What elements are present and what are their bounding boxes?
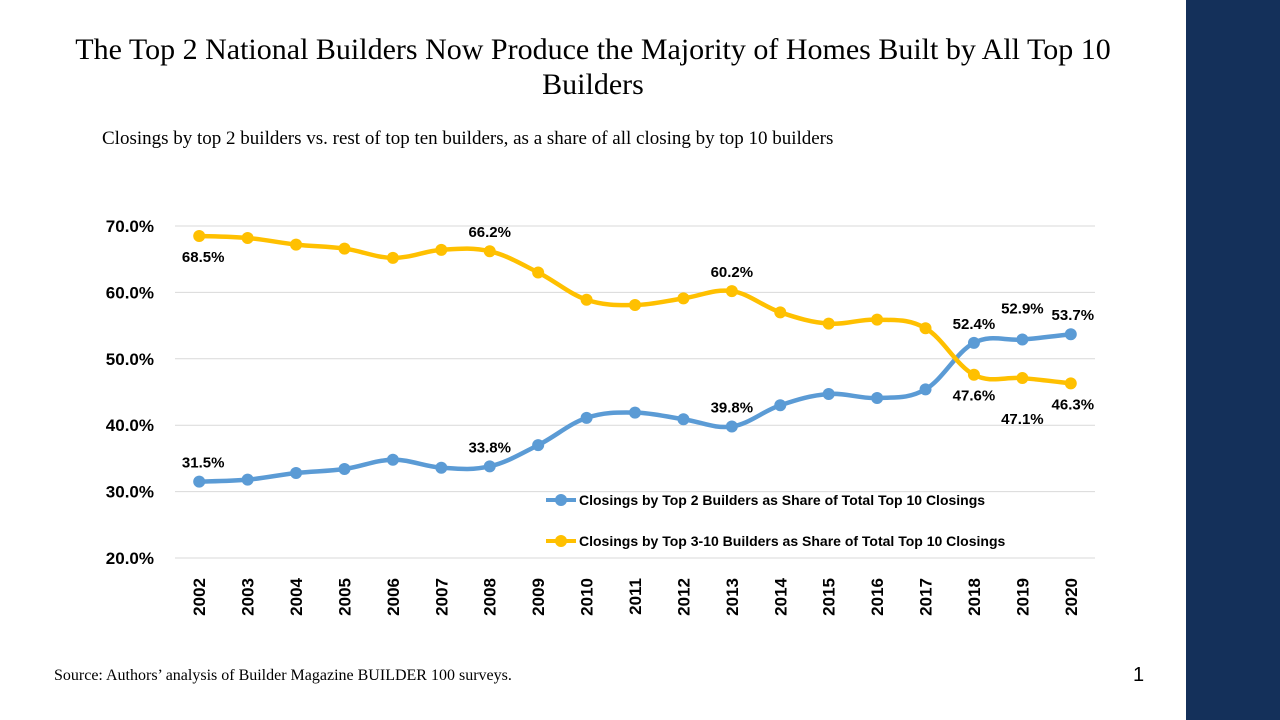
x-tick-label: 2009: [529, 578, 548, 616]
data-point-rest: [1016, 372, 1029, 385]
data-label-rest: 66.2%: [468, 224, 511, 241]
data-label-top2: 52.4%: [953, 316, 996, 333]
data-point-rest: [919, 322, 932, 335]
chart-subtitle: Closings by top 2 builders vs. rest of t…: [102, 128, 834, 149]
data-label-rest: 46.3%: [1052, 396, 1095, 413]
legend-marker-top2: [555, 494, 567, 506]
data-point-rest: [532, 266, 545, 279]
data-point-top2: [386, 453, 399, 466]
data-point-top2: [967, 336, 980, 349]
y-tick-label: 60.0%: [106, 283, 154, 302]
data-label-top2: 39.8%: [711, 400, 754, 417]
data-point-rest: [386, 251, 399, 264]
legend-marker-rest: [555, 535, 567, 547]
legend-label-rest: Closings by Top 3-10 Builders as Share o…: [579, 533, 1006, 549]
data-point-rest: [677, 292, 690, 305]
data-point-rest: [822, 317, 835, 330]
x-tick-label: 2007: [432, 578, 451, 616]
data-point-rest: [725, 285, 738, 298]
data-point-top2: [338, 463, 351, 476]
x-tick-label: 2005: [335, 578, 354, 616]
data-point-top2: [580, 411, 593, 424]
x-tick-label: 2014: [771, 577, 790, 615]
data-point-top2: [290, 467, 303, 480]
data-point-top2: [241, 473, 254, 486]
y-tick-label: 20.0%: [106, 549, 154, 568]
data-label-rest: 60.2%: [711, 264, 754, 281]
data-point-top2: [774, 399, 787, 412]
x-tick-label: 2019: [1013, 578, 1032, 616]
source-note: Source: Authors’ analysis of Builder Mag…: [54, 667, 512, 684]
data-label-top2: 33.8%: [468, 439, 511, 456]
data-point-top2: [822, 387, 835, 400]
data-point-rest: [967, 368, 980, 381]
x-tick-label: 2015: [820, 578, 839, 616]
x-tick-label: 2002: [190, 578, 209, 616]
legend-label-top2: Closings by Top 2 Builders as Share of T…: [579, 492, 985, 508]
data-label-top2: 31.5%: [182, 455, 225, 472]
data-point-top2: [483, 460, 496, 473]
y-tick-label: 40.0%: [106, 416, 154, 435]
sidebar-panel: [1186, 0, 1280, 720]
data-point-rest: [483, 245, 496, 258]
x-tick-label: 2011: [626, 578, 645, 615]
data-label-top2: 53.7%: [1052, 307, 1095, 324]
x-tick-label: 2003: [239, 578, 258, 616]
data-point-top2: [1016, 333, 1029, 346]
data-point-top2: [725, 420, 738, 433]
data-point-rest: [871, 313, 884, 326]
data-point-top2: [435, 461, 448, 474]
data-point-rest: [290, 238, 303, 251]
data-point-rest: [629, 299, 641, 312]
data-point-top2: [193, 475, 206, 488]
data-point-rest: [435, 243, 448, 256]
data-point-top2: [532, 439, 545, 452]
data-point-top2: [1064, 328, 1077, 341]
line-chart: 20.0% 30.0% 40.0% 50.0% 60.0% 70.0% 2002 2003 20…: [106, 217, 1095, 616]
y-tick-label: 30.0%: [106, 483, 154, 502]
x-tick-label: 2020: [1062, 578, 1081, 616]
data-point-top2: [677, 413, 690, 426]
data-point-rest: [338, 242, 351, 255]
x-tick-label: 2008: [481, 578, 500, 616]
data-point-top2: [629, 406, 641, 419]
data-point-top2: [919, 383, 932, 396]
data-label-rest: 68.5%: [182, 249, 225, 266]
x-tick-label: 2018: [965, 578, 984, 616]
x-tick-label: 2017: [917, 578, 936, 616]
data-point-top2: [871, 391, 884, 404]
data-point-rest: [774, 306, 787, 319]
data-point-rest: [193, 229, 206, 242]
data-point-rest: [1064, 377, 1077, 390]
y-tick-label: 70.0%: [106, 217, 154, 236]
data-point-rest: [241, 231, 254, 244]
data-label-rest: 47.1%: [1001, 411, 1044, 428]
page-number: 1: [1133, 664, 1145, 686]
data-point-rest: [580, 293, 593, 306]
chart-title: The Top 2 National Builders Now Produce …: [75, 33, 1111, 101]
x-tick-label: 2016: [868, 578, 887, 616]
y-tick-label: 50.0%: [106, 350, 154, 369]
x-tick-label: 2013: [723, 578, 742, 616]
x-tick-label: 2010: [578, 578, 597, 616]
data-label-rest: 47.6%: [953, 388, 996, 405]
x-tick-label: 2012: [674, 578, 693, 616]
x-tick-label: 2004: [287, 577, 306, 615]
data-label-top2: 52.9%: [1001, 301, 1044, 318]
x-tick-label: 2006: [384, 578, 403, 616]
